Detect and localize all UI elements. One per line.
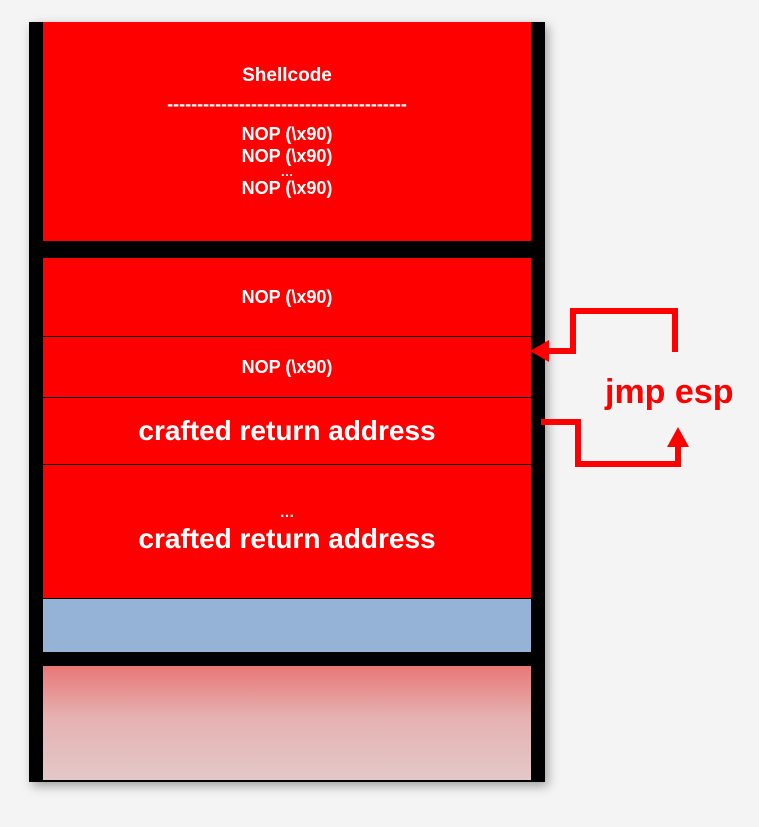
jump-target-bracket [547,308,678,354]
slot-divider [43,397,531,398]
jump-target-arrowhead-icon [530,340,549,362]
stack-diagram: Shellcode ------------------------------… [29,22,545,782]
slot-divider [43,464,531,465]
faded-stack-region [43,666,531,780]
return-address-fill: … crafted return address [43,465,531,598]
return-address-label: crafted return address [138,415,436,446]
nop-slot-upper-label: NOP (\x90) [241,287,333,307]
nop-slot-upper: NOP (\x90) [43,258,531,336]
jump-source-bracket [541,419,681,467]
nop-slot-lower-label: NOP (\x90) [241,357,333,377]
shellcode-nop-line: NOP (\x90) [241,145,333,166]
shellcode-separator: ---------------------------------------- [167,93,407,114]
blue-stack-region [43,599,531,652]
return-fill-label: crafted return address [138,522,436,554]
nop-slot-lower: NOP (\x90) [43,337,531,397]
slot-divider [43,336,531,337]
jmp-esp-label: jmp esp [605,373,734,411]
shellcode-ellipsis: … [280,163,294,179]
return-fill-ellipsis: … [279,503,295,521]
shellcode-title: Shellcode [242,64,332,86]
shellcode-block: Shellcode ------------------------------… [43,22,531,241]
shellcode-nop-line: NOP (\x90) [241,123,333,144]
shellcode-nop-line: NOP (\x90) [241,177,333,198]
slot-divider [43,598,531,599]
jump-source-arrowhead-icon [667,427,689,447]
return-address-slot: crafted return address [43,398,531,464]
